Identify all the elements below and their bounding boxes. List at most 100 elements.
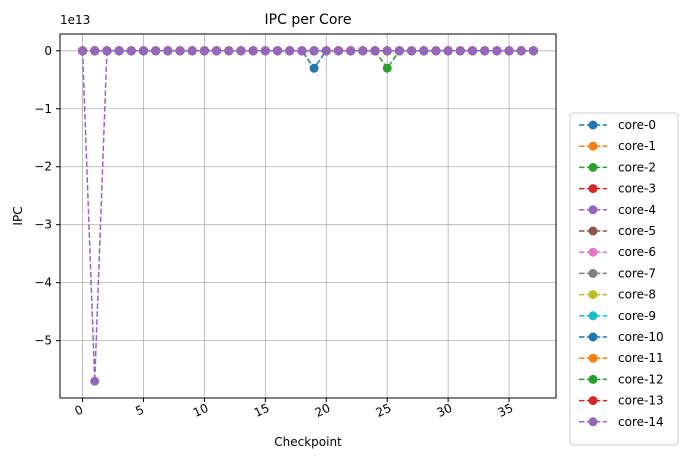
legend-label-core-12: core-12 bbox=[618, 372, 664, 386]
data-point-core-14 bbox=[151, 46, 160, 55]
legend-marker-core-11 bbox=[589, 354, 598, 363]
legend-label-core-13: core-13 bbox=[618, 394, 664, 408]
x-tick-label: 20 bbox=[313, 401, 333, 420]
data-point-core-14 bbox=[529, 46, 538, 55]
data-point-core-14 bbox=[517, 46, 526, 55]
legend-marker-core-2 bbox=[589, 163, 598, 172]
data-point-core-14 bbox=[127, 46, 136, 55]
data-point-core-14 bbox=[444, 46, 453, 55]
plot-frame bbox=[60, 34, 556, 398]
y-tick-label: −2 bbox=[34, 160, 52, 174]
data-point-core-14 bbox=[236, 46, 245, 55]
legend-label-core-9: core-9 bbox=[618, 309, 656, 323]
data-point-core-14 bbox=[297, 46, 306, 55]
data-point-core-14 bbox=[431, 46, 440, 55]
data-point-core-2 bbox=[383, 64, 392, 73]
legend-label-core-2: core-2 bbox=[618, 160, 656, 174]
y-axis-title: IPC bbox=[11, 206, 25, 225]
legend-label-core-6: core-6 bbox=[618, 245, 656, 259]
legend-marker-core-1 bbox=[589, 142, 598, 151]
x-tick-label: 0 bbox=[72, 402, 85, 418]
series-layer bbox=[78, 46, 538, 385]
legend-marker-core-6 bbox=[589, 248, 598, 257]
legend-label-core-1: core-1 bbox=[618, 139, 656, 153]
data-point-core-14 bbox=[310, 46, 319, 55]
data-point-core-14 bbox=[273, 46, 282, 55]
data-point-core-14 bbox=[90, 46, 99, 55]
data-point-core-14 bbox=[188, 46, 197, 55]
data-point-core-14 bbox=[115, 46, 124, 55]
data-point-core-14 bbox=[102, 46, 111, 55]
legend-marker-core-9 bbox=[589, 311, 598, 320]
data-point-core-14 bbox=[261, 46, 270, 55]
legend-label-core-0: core-0 bbox=[618, 118, 656, 132]
data-point-core-14 bbox=[249, 46, 258, 55]
data-point-core-14 bbox=[285, 46, 294, 55]
data-point-core-14 bbox=[78, 46, 87, 55]
data-point-core-14 bbox=[200, 46, 209, 55]
legend-marker-core-0 bbox=[589, 121, 598, 130]
legend-label-core-3: core-3 bbox=[618, 182, 656, 196]
y-tick-label: −4 bbox=[34, 276, 52, 290]
legend-marker-core-10 bbox=[589, 333, 598, 342]
x-axis: 0 5 10 15 20 25 30 35 bbox=[72, 398, 515, 420]
legend-label-core-11: core-11 bbox=[618, 351, 664, 365]
legend-marker-core-4 bbox=[589, 205, 598, 214]
y-tick-label: −1 bbox=[34, 102, 52, 116]
data-point-core-14 bbox=[224, 46, 233, 55]
series-line-core-4 bbox=[83, 51, 534, 381]
grid bbox=[60, 34, 556, 398]
x-tick-label: 15 bbox=[252, 401, 272, 420]
data-point-core-14 bbox=[371, 46, 380, 55]
legend-marker-core-14 bbox=[589, 417, 598, 426]
series-line-core-0 bbox=[83, 51, 534, 68]
x-tick-label: 30 bbox=[435, 401, 455, 420]
legend-label-core-7: core-7 bbox=[618, 266, 656, 280]
data-point-core-14 bbox=[395, 46, 404, 55]
legend: core-0 core-1 core-2 core-3 core-4 core-5 core… bbox=[570, 113, 678, 445]
x-tick-label: 25 bbox=[374, 401, 394, 420]
data-point-core-14 bbox=[456, 46, 465, 55]
legend-label-core-14: core-14 bbox=[618, 415, 664, 429]
data-point-core-4 bbox=[90, 377, 99, 386]
legend-marker-core-3 bbox=[589, 184, 598, 193]
data-point-core-14 bbox=[322, 46, 331, 55]
x-tick-label: 10 bbox=[191, 401, 211, 420]
data-point-core-14 bbox=[346, 46, 355, 55]
data-point-core-14 bbox=[407, 46, 416, 55]
y-tick-label: −5 bbox=[34, 334, 52, 348]
y-offset-label: 1e13 bbox=[60, 13, 90, 27]
x-tick-label: 5 bbox=[133, 402, 146, 418]
legend-marker-core-12 bbox=[589, 375, 598, 384]
data-point-core-14 bbox=[334, 46, 343, 55]
legend-label-core-10: core-10 bbox=[618, 330, 664, 344]
legend-marker-core-8 bbox=[589, 290, 598, 299]
x-tick-label: 35 bbox=[496, 401, 516, 420]
data-point-core-14 bbox=[505, 46, 514, 55]
legend-marker-core-5 bbox=[589, 227, 598, 236]
legend-label-core-8: core-8 bbox=[618, 288, 656, 302]
series-core-4 bbox=[78, 46, 538, 385]
y-tick-label: 0 bbox=[44, 44, 52, 58]
data-point-core-14 bbox=[163, 46, 172, 55]
legend-label-core-5: core-5 bbox=[618, 224, 656, 238]
data-point-core-14 bbox=[139, 46, 148, 55]
y-axis: 0 −1 −2 −3 −4 −5 bbox=[34, 44, 60, 348]
data-point-core-14 bbox=[492, 46, 501, 55]
legend-marker-core-13 bbox=[589, 396, 598, 405]
data-point-core-14 bbox=[480, 46, 489, 55]
legend-marker-core-7 bbox=[589, 269, 598, 278]
x-axis-title: Checkpoint bbox=[274, 435, 342, 449]
chart-title: IPC per Core bbox=[265, 12, 352, 28]
data-point-core-14 bbox=[358, 46, 367, 55]
data-point-core-14 bbox=[419, 46, 428, 55]
data-point-core-14 bbox=[468, 46, 477, 55]
data-point-core-14 bbox=[212, 46, 221, 55]
legend-label-core-4: core-4 bbox=[618, 203, 656, 217]
data-point-core-14 bbox=[176, 46, 185, 55]
data-point-core-0 bbox=[310, 64, 319, 73]
data-point-core-14 bbox=[383, 46, 392, 55]
series-core-14 bbox=[78, 46, 538, 55]
y-tick-label: −3 bbox=[34, 218, 52, 232]
